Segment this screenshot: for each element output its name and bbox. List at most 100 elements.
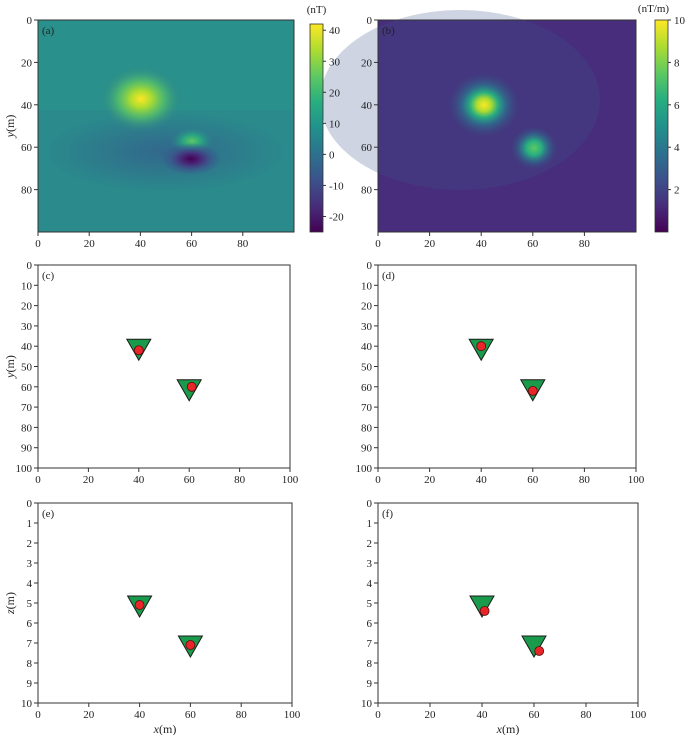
panel-a-ytick-label-0: 0: [27, 15, 33, 27]
marker-e-circle-1: [185, 640, 196, 650]
panel-a-ytick-label-60: 60: [21, 142, 33, 154]
colorbar-b-tick-label-10: 10: [674, 15, 686, 27]
panel-e-tag: (e): [42, 508, 55, 520]
panel-e-ytick-label-0: 0: [27, 498, 33, 510]
panel-d-xtick-label-60: 60: [527, 474, 539, 486]
panel-a-ytick-label-80: 80: [21, 185, 33, 197]
panel-b-ytick-label-20: 20: [361, 57, 373, 69]
panel-e-ytick-label-10: 10: [21, 698, 33, 710]
colorbar-a-tick-label-0: 0: [329, 149, 335, 161]
panel-d-ytick-label-60: 60: [361, 382, 373, 394]
panel-f-ytick-label-0: 0: [367, 498, 373, 510]
panel-c-xtick-label-0: 0: [35, 474, 41, 486]
panel-c-tag: (c): [42, 270, 55, 282]
panel-b-ytick-label-40: 40: [361, 100, 373, 112]
colorbar-a: [310, 24, 323, 232]
panel-d-ytick-label-30: 30: [361, 321, 373, 333]
panel-c-xtick-label-60: 60: [184, 474, 196, 486]
panel-d-xtick-label-80: 80: [579, 474, 591, 486]
panel-f-ytick-label-4: 4: [367, 578, 373, 590]
panel-e-ytick-label-9: 9: [27, 678, 33, 690]
colorbar-a-unit: (nT): [307, 4, 327, 16]
panel-c-ytick-label-40: 40: [21, 341, 33, 353]
panel-f-xlabel: x(m): [496, 722, 520, 735]
panel-c-xtick-label-40: 40: [133, 474, 145, 486]
panel-c-ytick-label-80: 80: [21, 422, 33, 434]
panel-c-ytick-label-20: 20: [21, 301, 33, 313]
marker-c-circle-1: [186, 381, 197, 392]
panel-b-ytick-label-80: 80: [361, 185, 373, 197]
panel-f-ytick-label-6: 6: [367, 618, 373, 630]
colorbar-a-tick-label--10: -10: [329, 180, 344, 192]
heatmap-a-negative-trough: [161, 143, 221, 175]
panel-f-xtick-label-100: 100: [630, 709, 647, 721]
panel-b-xtick-label-40: 40: [476, 238, 488, 250]
panel-d-ytick-label-40: 40: [361, 341, 373, 353]
panel-a-ylabel: y(m): [3, 115, 17, 139]
colorbar-b-tick-label-4: 4: [674, 142, 680, 154]
panel-c-frame: [37, 264, 291, 469]
colorbar-a-tick-label-40: 40: [329, 25, 341, 37]
panel-f-xtick-label-40: 40: [477, 709, 489, 721]
panel-d-ytick-label-0: 0: [367, 260, 373, 272]
heatmap-b-peak-2: [508, 124, 560, 172]
colorbar-a-tick-label--20: -20: [329, 211, 344, 223]
panel-e-xtick-label-60: 60: [185, 709, 197, 721]
panel-c-xtick-label-80: 80: [234, 474, 246, 486]
panel-a-frame: [37, 19, 295, 233]
panel-b-xtick-label-0: 0: [375, 238, 381, 250]
colorbar-a-tick-label-30: 30: [329, 56, 341, 68]
panel-c-xtick-label-100: 100: [282, 474, 299, 486]
panel-c-ylabel: y(m): [3, 355, 17, 379]
colorbar-b-frame: [654, 19, 669, 233]
marker-c-circle-0: [133, 345, 144, 356]
marker-d-circle-0: [476, 341, 487, 352]
panel-a-xtick-label-80: 80: [237, 238, 249, 250]
panel-e-xlabel: x(m): [153, 722, 177, 735]
panel-c-ytick-label-70: 70: [21, 402, 33, 414]
colorbar-b-tick-label-2: 2: [674, 185, 680, 197]
panel-d-ytick-label-90: 90: [361, 443, 373, 455]
panel-d-ytick-label-10: 10: [361, 280, 373, 292]
panel-c-ytick-label-10: 10: [21, 280, 33, 292]
panel-a-tag: (a): [42, 25, 55, 37]
panel-f-xtick-label-20: 20: [425, 709, 437, 721]
panel-e-xtick-label-20: 20: [83, 709, 95, 721]
panel-b-ytick-label-60: 60: [361, 142, 373, 154]
panel-c-ytick-label-100: 100: [16, 463, 33, 475]
panel-b-xtick-label-20: 20: [424, 238, 436, 250]
panel-c-xtick-label-20: 20: [83, 474, 95, 486]
marker-f-circle-1: [534, 646, 545, 656]
panel-f-ytick-label-1: 1: [367, 518, 373, 530]
panel-f-ytick-label-5: 5: [367, 598, 373, 610]
panel-e-ytick-label-5: 5: [27, 598, 33, 610]
panel-d-xtick-label-20: 20: [424, 474, 436, 486]
heatmap-a-field: [38, 20, 294, 232]
panel-e-xtick-label-0: 0: [35, 709, 41, 721]
panel-d-xtick-label-100: 100: [628, 474, 645, 486]
panel-d-frame: [377, 264, 637, 469]
panel-e-ylabel: z(m): [3, 592, 17, 615]
panel-e-ytick-label-7: 7: [27, 638, 33, 650]
panel-b-tag: (b): [382, 25, 395, 37]
panel-e-xtick-label-40: 40: [134, 709, 146, 721]
panel-e-ytick-label-4: 4: [27, 578, 33, 590]
panel-f-tag: (f): [382, 508, 393, 520]
panel-f-ytick-label-2: 2: [367, 538, 373, 550]
panel-a-ytick-label-40: 40: [21, 100, 33, 112]
panel-d-ytick-label-20: 20: [361, 301, 373, 313]
panel-a-ytick-label-20: 20: [21, 57, 33, 69]
colorbar-a-frame: [309, 23, 324, 233]
panel-d-ytick-label-50: 50: [361, 362, 373, 374]
panel-f-ytick-label-10: 10: [361, 698, 373, 710]
panel-f-xtick-label-80: 80: [581, 709, 593, 721]
panel-e-ytick-label-6: 6: [27, 618, 33, 630]
colorbar-a-tick-label-10: 10: [329, 118, 341, 130]
panel-b-xtick-label-60: 60: [527, 238, 539, 250]
marker-f-triangle-0: [469, 595, 495, 619]
panel-f-ytick-label-3: 3: [367, 558, 373, 570]
panel-a-xtick-label-60: 60: [186, 238, 198, 250]
colorbar-b: [655, 20, 668, 232]
panel-b-ytick-label-0: 0: [367, 15, 373, 27]
